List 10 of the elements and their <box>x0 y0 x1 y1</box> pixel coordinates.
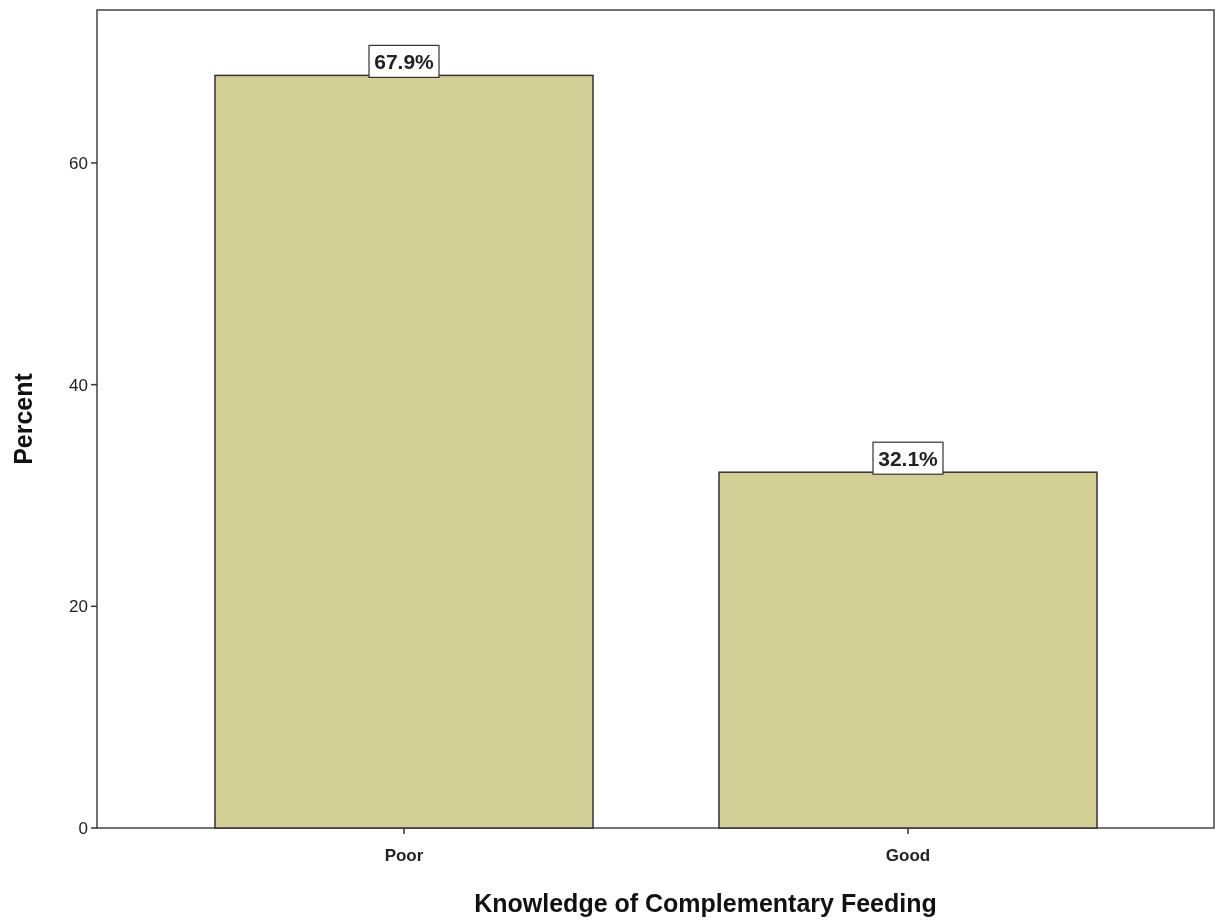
data-label: 32.1% <box>878 446 939 470</box>
x-axis-title: Knowledge of Complementary Feeding <box>474 889 937 917</box>
x-tick-label: Good <box>885 846 931 865</box>
x-tick-label: Poor <box>384 846 424 865</box>
y-tick-label: 20 <box>69 597 88 617</box>
y-axis-title: Percent <box>9 372 37 465</box>
y-tick-label: 60 <box>69 153 88 173</box>
y-tick-label: 0 <box>78 818 88 838</box>
data-label: 67.9% <box>374 49 435 73</box>
y-tick-label: 40 <box>69 375 88 395</box>
